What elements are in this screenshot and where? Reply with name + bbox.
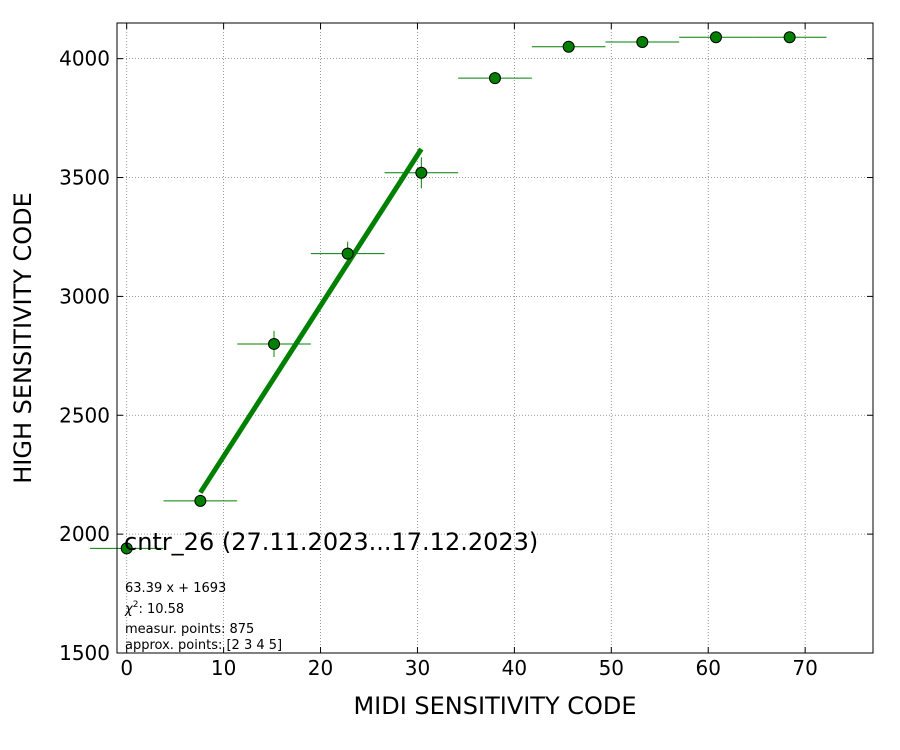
data-point xyxy=(120,542,133,555)
approx-points: approx. points: [2 3 4 5] xyxy=(125,638,282,653)
x-tick-label: 50 xyxy=(599,656,624,680)
x-tick-label: 60 xyxy=(696,656,721,680)
data-point xyxy=(341,247,354,260)
fit-line xyxy=(198,147,424,494)
chart-title: cntr_26 (27.11.2023...17.12.2023) xyxy=(124,528,538,556)
x-tick-label: 10 xyxy=(211,656,236,680)
data-point xyxy=(415,166,428,179)
fit-equation: 63.39 x + 1693 xyxy=(125,581,226,596)
data-point xyxy=(783,31,796,44)
data-point xyxy=(562,40,575,53)
plot-frame xyxy=(116,22,874,654)
data-point xyxy=(268,337,281,350)
axis-ticks xyxy=(117,23,873,654)
x-tick-label: 70 xyxy=(792,656,817,680)
y-tick-label: 3500 xyxy=(59,166,110,190)
chi-symbol: χ xyxy=(124,602,134,617)
x-tick-label: 20 xyxy=(308,656,333,680)
data-point xyxy=(194,494,207,507)
x-axis-label: MIDI SENSITIVITY CODE xyxy=(353,692,636,720)
x-tick-label: 30 xyxy=(405,656,430,680)
x-tick-labels: 0 10 20 30 40 50 60 70 xyxy=(120,656,818,680)
x-tick-label: 0 xyxy=(120,656,133,680)
x-tick-label: 40 xyxy=(502,656,527,680)
y-tick-label: 3000 xyxy=(59,284,110,308)
fit-line-group xyxy=(198,147,424,494)
chi-value: : 10.58 xyxy=(138,602,184,617)
y-tick-labels: 1500 2000 2500 3000 3500 4000 xyxy=(59,47,110,665)
y-tick-label: 1500 xyxy=(59,641,110,665)
chi-superscript: 2 xyxy=(133,600,139,610)
grid xyxy=(117,23,873,653)
y-tick-label: 2500 xyxy=(59,403,110,427)
data-point xyxy=(489,72,501,85)
y-tick-label: 4000 xyxy=(59,47,110,71)
y-tick-label: 2000 xyxy=(59,522,110,546)
measur-points: measur. points: 875 xyxy=(125,622,254,637)
y-axis-label: HIGH SENSITIVITY CODE xyxy=(9,192,37,484)
chi-squared: χ2: 10.58 xyxy=(124,600,184,617)
data-point xyxy=(709,31,722,44)
data-point xyxy=(636,36,649,49)
data-points xyxy=(120,31,796,555)
